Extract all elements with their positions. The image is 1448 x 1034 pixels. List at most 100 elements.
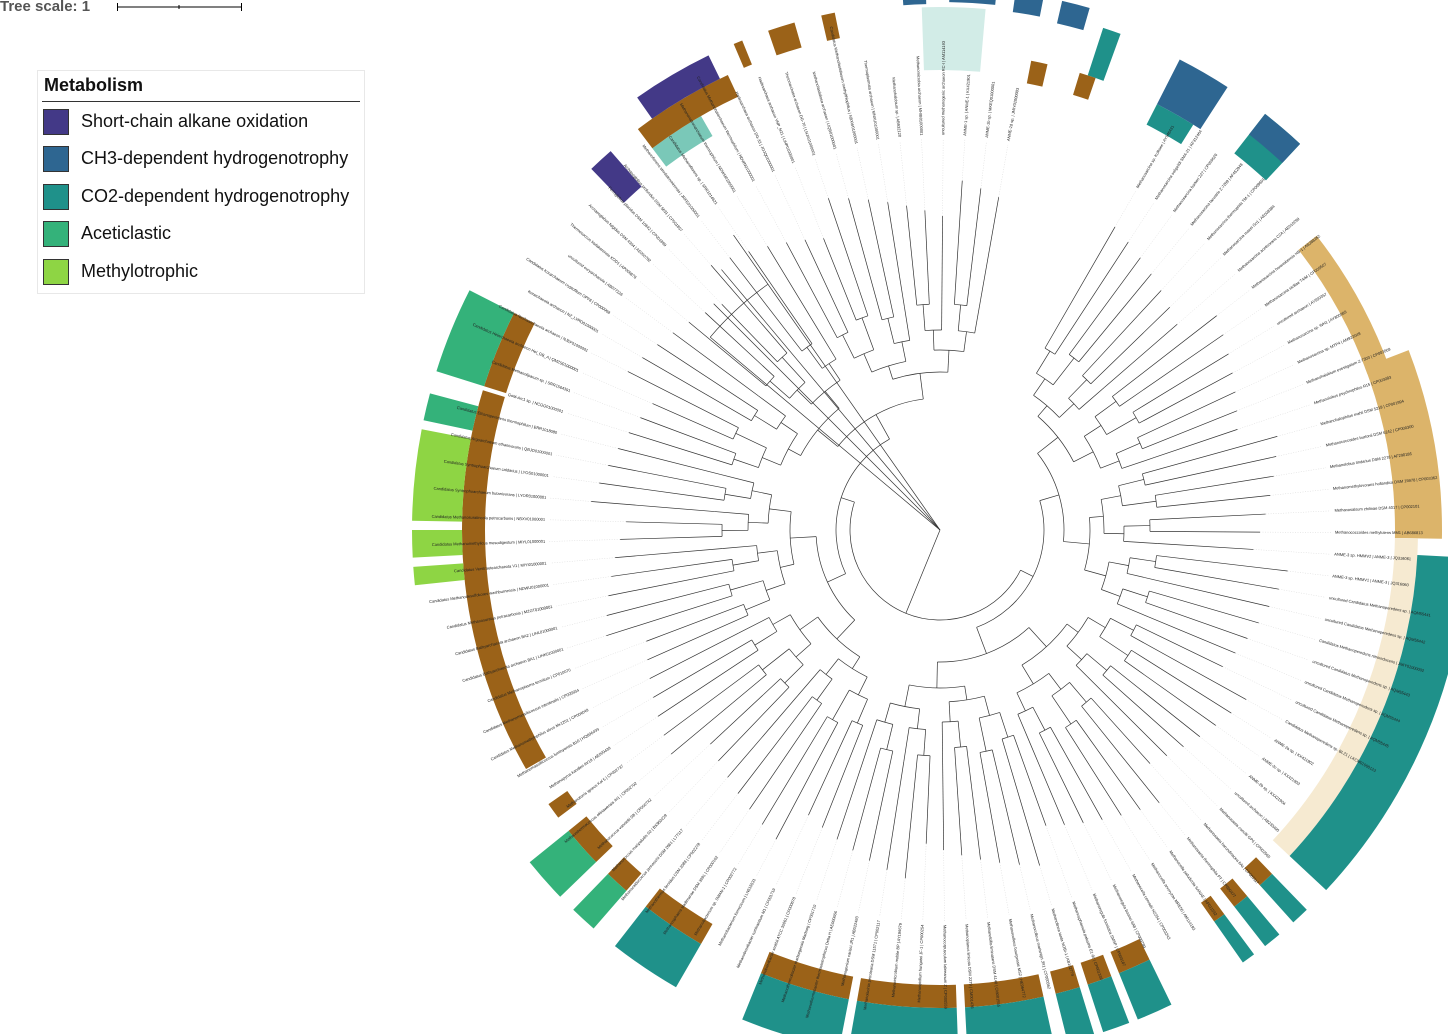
leaf-guide-line xyxy=(566,412,629,433)
tree-branch xyxy=(901,341,907,362)
tree-branch xyxy=(748,251,813,344)
tree-branch xyxy=(1155,475,1274,496)
leaf-label: Methanosaeta harundinacea 6Ac | CP003117 xyxy=(1203,822,1261,886)
leaf-guide-line xyxy=(1237,404,1311,430)
leaf-guide-line xyxy=(684,234,712,266)
leaf-guide-line xyxy=(980,141,987,189)
tree-branch xyxy=(1124,650,1132,661)
tree-branch xyxy=(780,422,798,434)
tree-branch xyxy=(1037,405,1048,417)
tree-branch xyxy=(823,238,857,321)
tree-branch xyxy=(1100,499,1105,534)
tree-branch xyxy=(1083,436,1101,469)
ring-segment xyxy=(1056,0,1090,31)
leaf-guide-line xyxy=(1215,725,1260,757)
tree-branch xyxy=(941,216,943,297)
tree-branch xyxy=(1089,515,1104,518)
tree-branch xyxy=(886,724,894,750)
leaf-guide-line xyxy=(795,827,823,894)
tree-branch xyxy=(1044,226,1116,349)
tree-branch xyxy=(936,661,938,688)
tree-branch xyxy=(1039,726,1051,734)
ring-segment xyxy=(760,951,854,1000)
tree-branch xyxy=(841,497,855,503)
tree-branch xyxy=(646,604,744,642)
tree-branch xyxy=(887,202,905,307)
tree-branch xyxy=(737,696,813,794)
leaf-guide-line xyxy=(1258,622,1316,640)
leaf-guide-line xyxy=(639,753,672,781)
leaf-guide-line xyxy=(736,195,768,247)
ring-segment xyxy=(921,6,986,72)
ring-segment xyxy=(1055,987,1095,1034)
tree-branch xyxy=(890,702,920,710)
tree-branch xyxy=(903,727,910,762)
leaf-label: GoM-Arc1 sp. | NCGG01000001 xyxy=(507,392,564,414)
tree-branch xyxy=(1142,473,1146,486)
leaf-label: Thermoplasmata archaeon | MNXU01000001 xyxy=(863,60,881,141)
leaf-label: Methanofastidiosa archaeon | LIQB0100000… xyxy=(812,71,838,151)
tree-branch xyxy=(731,453,737,465)
tree-branch xyxy=(709,283,769,338)
leaf-guide-line xyxy=(552,576,612,585)
tree-branch xyxy=(825,658,839,675)
leaf-guide-line xyxy=(1114,191,1136,227)
leaf-guide-line xyxy=(1236,384,1303,411)
leaf-guide-line xyxy=(549,539,621,542)
tree-branch xyxy=(672,332,759,397)
ring-segment xyxy=(1080,954,1112,985)
ring-segment xyxy=(1050,965,1080,994)
leaf-guide-line xyxy=(591,352,629,372)
tree-branch xyxy=(954,180,963,305)
tree-branch xyxy=(611,559,733,577)
leaf-guide-line xyxy=(1269,606,1321,619)
tree-branch xyxy=(906,205,918,306)
ring-segment xyxy=(821,12,840,41)
leaf-guide-line xyxy=(1045,825,1073,899)
tree-branch xyxy=(919,373,924,400)
leaf-label: Methanococcoides methylutens MM1 | AB686… xyxy=(1335,530,1424,536)
tree-branch xyxy=(1075,720,1141,810)
tree-branch xyxy=(1036,350,1051,374)
tree-branch xyxy=(852,656,861,669)
tree-branch xyxy=(799,616,819,631)
leaf-guide-line xyxy=(1223,307,1263,335)
ring-segment xyxy=(1234,896,1280,947)
tree-branch xyxy=(888,365,894,380)
leaf-guide-line xyxy=(612,315,658,345)
tree-branch xyxy=(1110,665,1201,737)
tree-branch xyxy=(892,371,948,380)
tree-branch xyxy=(766,583,786,591)
tree-branch xyxy=(1121,457,1155,469)
tree-branch xyxy=(1104,324,1178,388)
tree-branch xyxy=(1145,602,1248,639)
tree-branch xyxy=(751,639,759,651)
tree-branch xyxy=(1118,479,1144,487)
leaf-guide-line xyxy=(638,280,690,323)
ring-segment xyxy=(1200,895,1225,922)
tree-branch xyxy=(615,548,723,558)
leaf-label: Methanosarcina lacustris Z-7289 | AF4529… xyxy=(1189,162,1244,227)
tree-branch xyxy=(1082,375,1092,385)
tree-branch xyxy=(1075,653,1088,666)
leaf-guide-line xyxy=(700,220,730,258)
tree-branch xyxy=(1016,692,1026,711)
tree-branch xyxy=(762,457,781,466)
leaf-guide-line xyxy=(1276,446,1323,457)
tree-branch xyxy=(796,389,812,405)
legend-label: Methylotrophic xyxy=(81,261,199,281)
tree-branch xyxy=(848,198,883,320)
tree-branch xyxy=(769,508,792,512)
tree-branch xyxy=(727,695,799,778)
tree-branch xyxy=(709,336,941,531)
leaf-label: uncultured archaeon | AY559357 xyxy=(1276,291,1329,326)
tree-branch xyxy=(817,616,861,658)
tree-branch xyxy=(806,347,823,369)
leaf-guide-line xyxy=(719,809,750,854)
ring-segment xyxy=(1259,873,1307,923)
tree-branch xyxy=(904,306,911,341)
tree-branch xyxy=(1160,580,1270,607)
leaf-guide-line xyxy=(1183,746,1233,791)
tree-branch xyxy=(923,729,927,756)
leaf-guide-line xyxy=(1083,822,1113,882)
